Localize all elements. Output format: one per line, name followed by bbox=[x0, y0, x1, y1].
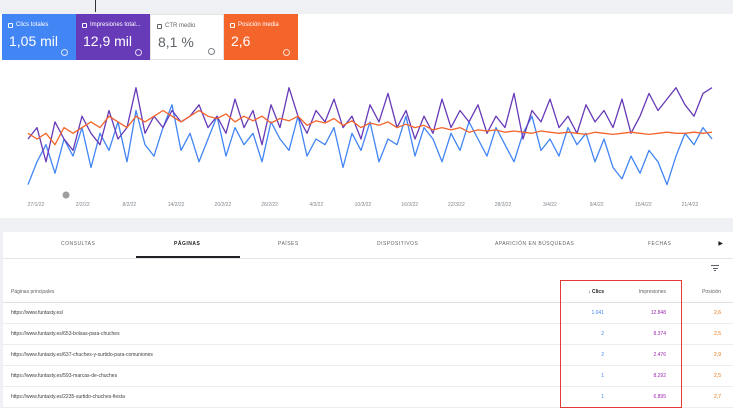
tab-paginas[interactable]: PÁGINAS bbox=[174, 241, 201, 247]
top-divider-mark bbox=[95, 0, 96, 12]
row-impressions: 2.476 bbox=[653, 352, 666, 358]
metric-card-impressions[interactable]: Impresiones total... 12,9 mil bbox=[76, 14, 150, 60]
x-tick-label: 4/3/22 bbox=[309, 202, 323, 208]
table-row[interactable]: https://www.funtasty.es/653-bolsas-para-… bbox=[3, 324, 733, 345]
row-position: 2,7 bbox=[714, 394, 721, 400]
row-clicks: 1 bbox=[601, 394, 604, 400]
row-position: 2,5 bbox=[714, 373, 721, 379]
checkbox-icon bbox=[230, 22, 235, 28]
x-tick-label: 15/4/22 bbox=[635, 202, 652, 208]
metric-value: 2,6 bbox=[231, 33, 251, 49]
series-line-2 bbox=[27, 109, 713, 146]
tab-aparicion-busquedas[interactable]: APARICIÓN EN BÚSQUEDAS bbox=[495, 241, 575, 247]
table-row[interactable]: https://www.funtasty.es/2235-surtido-chu… bbox=[3, 387, 733, 408]
help-icon[interactable] bbox=[283, 49, 290, 56]
metric-card-ctr[interactable]: CTR medio 8,1 % bbox=[150, 14, 224, 60]
checkbox-icon bbox=[82, 22, 87, 28]
x-tick-label: 14/2/22 bbox=[168, 202, 185, 208]
x-axis-ticks: 27/1/22 2/2/22 8/2/22 14/2/22 20/2/22 26/2/22… bbox=[28, 202, 699, 208]
table-header: Páginas principales ↓ Clics Impresiones … bbox=[3, 280, 733, 303]
tab-bar: CONSULTAS PÁGINAS PAÍSES DISPOSITIVOS AP… bbox=[3, 232, 733, 259]
x-tick-label: 9/4/22 bbox=[590, 202, 604, 208]
tab-consultas[interactable]: CONSULTAS bbox=[61, 241, 96, 247]
row-impressions: 8.374 bbox=[653, 331, 666, 337]
checkbox-icon bbox=[8, 22, 13, 28]
row-position: 2,9 bbox=[714, 352, 721, 358]
row-url[interactable]: https://www.funtasty.es/ bbox=[11, 310, 64, 316]
x-tick-label: 2/2/22 bbox=[76, 202, 90, 208]
series-line-1 bbox=[27, 87, 713, 163]
help-icon[interactable] bbox=[208, 48, 215, 55]
tab-dispositivos[interactable]: DISPOSITIVOS bbox=[377, 241, 419, 247]
row-clicks: 1.041 bbox=[591, 310, 604, 316]
annotation-marker-icon[interactable] bbox=[62, 191, 70, 199]
row-clicks: 2 bbox=[601, 352, 604, 358]
help-icon[interactable] bbox=[135, 49, 142, 56]
dimensions-panel: CONSULTAS PÁGINAS PAÍSES DISPOSITIVOS AP… bbox=[3, 232, 733, 408]
tab-fechas[interactable]: FECHAS bbox=[648, 241, 672, 247]
row-impressions: 12.848 bbox=[650, 310, 666, 316]
column-header-page[interactable]: Páginas principales bbox=[11, 289, 55, 295]
table-row[interactable]: https://www.funtasty.es/593-marcas-de-ch… bbox=[3, 366, 733, 387]
table-row[interactable]: https://www.funtasty.es/637-chuches-y-su… bbox=[3, 345, 733, 366]
checkbox-icon bbox=[157, 23, 162, 29]
row-impressions: 8.292 bbox=[653, 373, 666, 379]
row-url[interactable]: https://www.funtasty.es/637-chuches-y-su… bbox=[11, 352, 153, 358]
help-icon[interactable] bbox=[61, 49, 68, 56]
x-tick-label: 27/1/22 bbox=[28, 202, 45, 208]
metric-label: Clics totales bbox=[16, 22, 49, 28]
x-tick-label: 22/3/22 bbox=[448, 202, 465, 208]
tab-paises[interactable]: PAÍSES bbox=[278, 241, 299, 247]
row-clicks: 2 bbox=[601, 331, 604, 337]
row-clicks: 1 bbox=[601, 373, 604, 379]
metric-label: CTR medio bbox=[165, 23, 196, 29]
x-tick-label: 3/4/22 bbox=[543, 202, 557, 208]
metric-value: 12,9 mil bbox=[83, 33, 133, 49]
row-url[interactable]: https://www.funtasty.es/2235-surtido-chu… bbox=[11, 394, 125, 400]
x-tick-label: 10/3/22 bbox=[355, 202, 372, 208]
metric-cards: Clics totales 1,05 mil Impresiones total… bbox=[2, 14, 298, 60]
series-line-0 bbox=[27, 104, 713, 186]
column-header-impressions[interactable]: Impresiones bbox=[638, 289, 666, 295]
row-position: 2,6 bbox=[714, 310, 721, 316]
active-tab-indicator bbox=[136, 256, 240, 258]
row-position: 2,5 bbox=[714, 331, 721, 337]
metric-value: 8,1 % bbox=[158, 34, 194, 50]
column-header-position[interactable]: Posición bbox=[702, 289, 721, 295]
metric-card-clicks[interactable]: Clics totales 1,05 mil bbox=[2, 14, 76, 60]
metric-card-position[interactable]: Posición media 2,6 bbox=[224, 14, 298, 60]
performance-panel: Clics totales 1,05 mil Impresiones total… bbox=[0, 14, 733, 218]
metric-label: Impresiones total... bbox=[90, 22, 141, 28]
performance-chart: 27/1/22 2/2/22 8/2/22 14/2/22 20/2/22 26/2/22… bbox=[27, 87, 713, 208]
table-row[interactable]: https://www.funtasty.es/ 1.041 12.848 2,… bbox=[3, 303, 733, 324]
pages-table: Páginas principales ↓ Clics Impresiones … bbox=[3, 280, 733, 408]
x-tick-label: 8/2/22 bbox=[122, 202, 136, 208]
row-impressions: 6.895 bbox=[653, 394, 666, 400]
tabs-next-arrow-icon[interactable]: ▶ bbox=[718, 241, 723, 247]
metric-label: Posición media bbox=[238, 22, 279, 28]
filter-icon[interactable] bbox=[711, 265, 719, 271]
metric-value: 1,05 mil bbox=[9, 33, 59, 49]
x-tick-label: 20/2/22 bbox=[215, 202, 232, 208]
row-url[interactable]: https://www.funtasty.es/653-bolsas-para-… bbox=[11, 331, 120, 337]
series-layer bbox=[27, 87, 713, 186]
row-url[interactable]: https://www.funtasty.es/593-marcas-de-ch… bbox=[11, 373, 118, 379]
column-header-clicks[interactable]: ↓ Clics bbox=[588, 289, 604, 295]
x-tick-label: 26/2/22 bbox=[261, 202, 278, 208]
x-tick-label: 16/3/22 bbox=[401, 202, 418, 208]
x-tick-label: 28/3/22 bbox=[495, 202, 512, 208]
x-tick-label: 21/4/22 bbox=[682, 202, 699, 208]
